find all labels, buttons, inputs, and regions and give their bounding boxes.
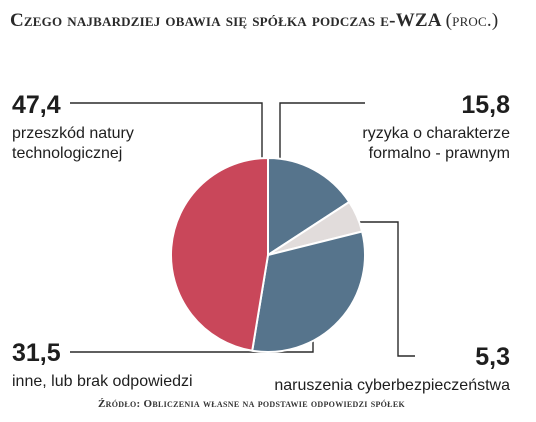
slice-category-label-1-line-2: formalno - prawnym bbox=[369, 145, 510, 162]
leader-line-1 bbox=[279, 102, 365, 178]
pie-slice-4 bbox=[169, 157, 269, 352]
slice-value-label-1: 15,8 bbox=[461, 91, 510, 119]
slice-value-label-4: 47,4 bbox=[12, 91, 61, 119]
slice-category-label-3-line-1: inne, lub brak odpowiedzi bbox=[12, 373, 193, 390]
pie-slice-3 bbox=[251, 230, 366, 354]
slice-category-label-1-line-1: ryzyka o charakterze bbox=[362, 125, 510, 142]
slice-value-label-3: 31,5 bbox=[12, 339, 61, 367]
slice-category-label-4-line-1: przeszkód natury bbox=[12, 125, 134, 142]
pie-slice-1 bbox=[267, 157, 351, 256]
source-note: Źródło: Obliczenia własne na podstawie o… bbox=[98, 398, 405, 410]
slice-category-label-4-line-2: technologicznej bbox=[12, 145, 122, 162]
chart-title-unit: (proc.) bbox=[445, 10, 499, 31]
chart-title-text: Czego najbardziej obawia się spółka podc… bbox=[10, 10, 441, 31]
slice-category-label-2-line-1: naruszenia cyberbezpieczeństwa bbox=[274, 377, 510, 394]
leader-line-2 bbox=[351, 221, 415, 357]
slice-value-label-2: 5,3 bbox=[475, 343, 510, 371]
chart-title: Czego najbardziej obawia się spółka podc… bbox=[10, 8, 510, 34]
leader-line-4 bbox=[70, 102, 263, 165]
